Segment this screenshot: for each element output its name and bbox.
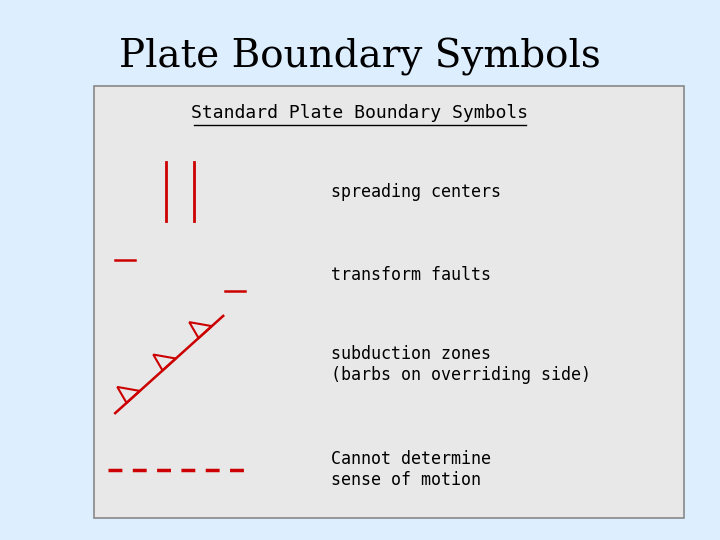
- Text: transform faults: transform faults: [331, 266, 491, 285]
- Text: Standard Plate Boundary Symbols: Standard Plate Boundary Symbols: [192, 104, 528, 123]
- Text: spreading centers: spreading centers: [331, 183, 501, 201]
- Text: Cannot determine
sense of motion: Cannot determine sense of motion: [331, 450, 491, 489]
- Text: Plate Boundary Symbols: Plate Boundary Symbols: [119, 38, 601, 76]
- Text: subduction zones
(barbs on overriding side): subduction zones (barbs on overriding si…: [331, 345, 591, 384]
